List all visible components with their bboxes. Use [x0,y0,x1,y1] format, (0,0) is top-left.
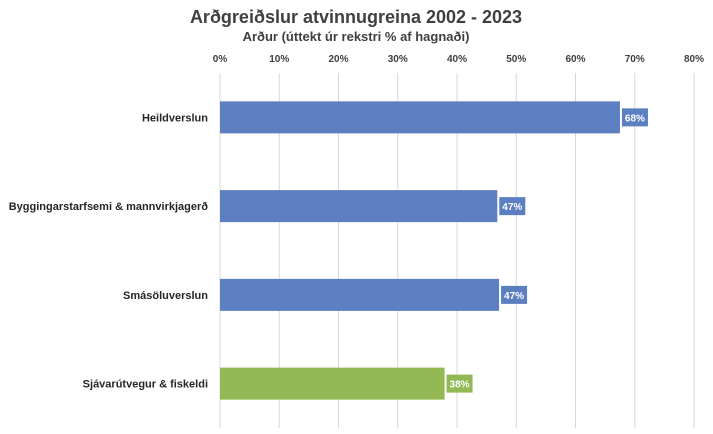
data-label: 47% [502,202,522,213]
data-label-box [501,285,528,304]
data-label-box [446,374,473,393]
category-label: Smásöluverslun [123,290,208,302]
x-tick-label: 40% [447,54,467,65]
chart-title: Arðgreiðslur atvinnugreina 2002 - 2023 [190,7,522,27]
category-label: Heildverslun [142,112,208,124]
chart-subtitle: Arður (úttekt úr rekstri % af hagnaði) [243,29,470,44]
x-tick-label: 50% [506,54,526,65]
data-labels: 68% 47% 47% 38% [446,108,648,393]
bar [220,367,445,400]
x-tick-label: 0% [213,54,228,65]
category-labels: Heildverslun Byggingarstarfsemi & mannvir… [9,112,209,390]
category-label: Byggingarstarfsemi & mannvirkjagerð [9,201,209,213]
x-axis-ticks: 0% 10% 20% 30% 40% 50% 60% 70% 80% [213,54,704,65]
x-tick-label: 20% [328,54,348,65]
x-tick-label: 80% [684,54,704,65]
x-tick-label: 70% [625,54,645,65]
data-label-box [621,108,648,127]
data-label-box [499,197,526,216]
bar [220,101,620,134]
x-tick-label: 10% [269,54,289,65]
x-tick-label: 30% [388,54,408,65]
bar [220,190,498,223]
category-label: Sjávarútvegur & fiskeldi [83,379,208,391]
bars [220,101,620,400]
bar [220,278,500,311]
data-label: 38% [450,380,470,391]
data-label: 68% [625,113,645,124]
x-tick-label: 60% [565,54,585,65]
data-label: 47% [504,291,524,302]
